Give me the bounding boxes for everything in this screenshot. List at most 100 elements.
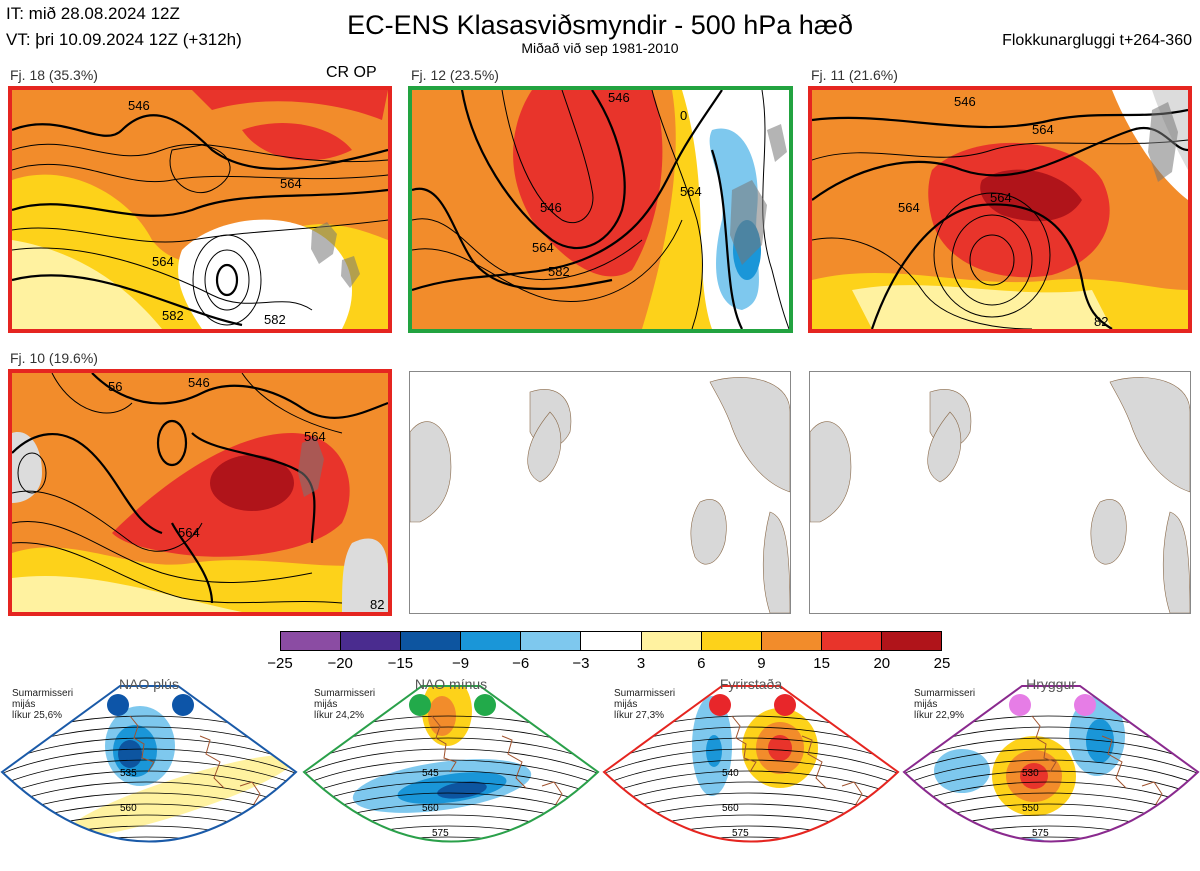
panel-2-contour-label: 564 bbox=[532, 240, 554, 255]
colorbar-tick-label: 9 bbox=[757, 655, 766, 672]
regime-marker-dot bbox=[1074, 694, 1096, 716]
panel-2-map: 546 546 564 564 582 0 bbox=[412, 90, 789, 329]
valid-time: VT: þri 10.09.2024 12Z (+312h) bbox=[6, 30, 242, 49]
cluster-panel-1[interactable]: 546 564 564 582 582 bbox=[8, 86, 392, 333]
regime-outline bbox=[0, 685, 298, 843]
regime-marker-dot bbox=[1009, 694, 1031, 716]
panel-3-map: 546 564 564 564 82 bbox=[812, 90, 1188, 329]
cluster-panel-3[interactable]: 546 564 564 564 82 bbox=[808, 86, 1192, 333]
regime-note-line: mijás bbox=[314, 699, 338, 710]
colorbar-swatch bbox=[701, 632, 762, 650]
regime-panel: 545 560 575 NAO mínus Sumarmisseri mijás líkur… bbox=[302, 676, 600, 871]
regime-note-line: mijás bbox=[914, 699, 938, 710]
panel-1-contour-label: 582 bbox=[264, 312, 286, 327]
colorbar-swatch bbox=[461, 632, 522, 650]
contour-line bbox=[904, 748, 1198, 780]
regime-contour-label: 560 bbox=[120, 803, 137, 814]
regime-map: 545 560 575 bbox=[302, 685, 600, 843]
panel-2-contour-label: 546 bbox=[540, 200, 562, 215]
regime-map: 540 560 575 bbox=[602, 685, 900, 843]
contour-line bbox=[304, 836, 598, 842]
colorbar-tick-label: −20 bbox=[327, 655, 353, 672]
empty-panel-5 bbox=[409, 371, 791, 614]
contour-line bbox=[904, 759, 1198, 791]
regime-contour-label: 550 bbox=[1022, 803, 1039, 814]
anomaly-blob bbox=[118, 740, 142, 768]
empty-map-6 bbox=[810, 377, 1190, 613]
anomaly-blob bbox=[768, 735, 792, 761]
regime-note-line: Sumarmisseri bbox=[614, 688, 676, 699]
regime-name: Hryggur bbox=[1026, 676, 1076, 692]
contour-line bbox=[2, 759, 296, 791]
contour-line bbox=[2, 748, 296, 780]
regime-marker-dot bbox=[107, 694, 129, 716]
regime-note-line: líkur 24,2% bbox=[314, 710, 365, 721]
panel-1-label: Fj. 18 (35.3%) bbox=[10, 67, 98, 83]
contour-line bbox=[304, 825, 598, 842]
regime-contour-label: 560 bbox=[422, 803, 439, 814]
colorbar-swatch bbox=[521, 632, 582, 650]
colorbar-swatch bbox=[581, 632, 642, 650]
panel-3-label: Fj. 11 (21.6%) bbox=[811, 67, 898, 83]
contour-line bbox=[604, 836, 898, 842]
cluster-panel-4[interactable]: 546 564 564 56 82 bbox=[8, 369, 392, 616]
regime-note-line: líkur 25,6% bbox=[12, 710, 63, 721]
contour-line bbox=[604, 759, 898, 791]
classification-window: Flokkunargluggi t+264-360 bbox=[1002, 32, 1192, 49]
regime-contour-label: 560 bbox=[722, 803, 739, 814]
colorbar-swatch bbox=[761, 632, 822, 650]
regime-note-line: Sumarmisseri bbox=[314, 688, 376, 699]
anomaly-blob bbox=[1086, 719, 1114, 763]
regime-note: Sumarmisseri mijás líkur 24,2% bbox=[314, 688, 375, 721]
page-subtitle: Miðað við sep 1981-2010 bbox=[521, 40, 679, 56]
contour-line bbox=[2, 770, 296, 802]
regime-note-line: líkur 27,3% bbox=[614, 710, 665, 721]
regime-marker-dot bbox=[709, 694, 731, 716]
regime-note-line: líkur 22,9% bbox=[914, 710, 965, 721]
colorbar-tick-label: 6 bbox=[697, 655, 706, 672]
regime-contour-label: 535 bbox=[120, 768, 137, 779]
regime-map: 535 560 bbox=[0, 685, 298, 843]
regime-note-line: mijás bbox=[614, 699, 638, 710]
panel-4-contour-label: 564 bbox=[178, 525, 200, 540]
regime-panel: 540 560 575 Fyrirstaða Sumarmisseri mijás líku… bbox=[602, 676, 900, 871]
contour-line bbox=[604, 748, 898, 780]
panel-3-contour-label: 564 bbox=[898, 200, 920, 215]
colorbar-tick-label: 3 bbox=[636, 655, 646, 672]
regime-name: NAO mínus bbox=[414, 676, 488, 692]
colorbar-tick-label: 25 bbox=[933, 655, 951, 672]
regime-contour-label: 575 bbox=[432, 828, 449, 839]
regime-marker-dot bbox=[474, 694, 496, 716]
regime-outline bbox=[902, 685, 1200, 843]
cr-op-label: CR OP bbox=[326, 64, 377, 81]
page-title: EC-ENS Klasasviðsmyndir - 500 hPa hæð bbox=[347, 10, 853, 40]
colorbar-swatch bbox=[821, 632, 882, 650]
colorbar-tick-label: −3 bbox=[572, 655, 590, 672]
empty-panel-6 bbox=[809, 371, 1191, 614]
panel-2-contour-label: 546 bbox=[608, 90, 630, 105]
panel-4-contour-label: 546 bbox=[188, 375, 210, 390]
regime-map: 530 550 575 bbox=[902, 685, 1200, 843]
regime-note: Sumarmisseri mijás líkur 22,9% bbox=[914, 688, 975, 721]
panel-1-map: 546 564 564 582 582 bbox=[12, 90, 388, 329]
regime-panel: 535 560 NAO plús Sumarmisseri mijás líkur 25,… bbox=[0, 676, 298, 871]
contour-line bbox=[604, 770, 898, 802]
regime-marker-dot bbox=[774, 694, 796, 716]
contour-line bbox=[904, 770, 1198, 802]
colorbar-tick-label: 15 bbox=[813, 655, 830, 672]
panel-4-contour-label: 56 bbox=[108, 379, 122, 394]
regime-name: Fyrirstaða bbox=[719, 676, 783, 692]
anomaly-blob bbox=[65, 755, 295, 837]
anomaly-blob bbox=[437, 781, 487, 799]
cluster-panel-2[interactable]: 546 546 564 564 582 0 bbox=[408, 86, 793, 333]
colorbar-swatch bbox=[401, 632, 462, 650]
panel-4-contour-label: 82 bbox=[370, 597, 384, 612]
regime-note-line: mijás bbox=[12, 699, 36, 710]
colorbar-swatch bbox=[641, 632, 702, 650]
panel-3-contour-label: 564 bbox=[990, 190, 1012, 205]
panel-3-contour-label: 546 bbox=[954, 94, 976, 109]
colorbar-tick-label: −25 bbox=[267, 655, 293, 672]
panel-1-contour-label: 564 bbox=[280, 176, 302, 191]
contour-line bbox=[2, 836, 296, 842]
regime-name: NAO plús bbox=[119, 676, 179, 692]
